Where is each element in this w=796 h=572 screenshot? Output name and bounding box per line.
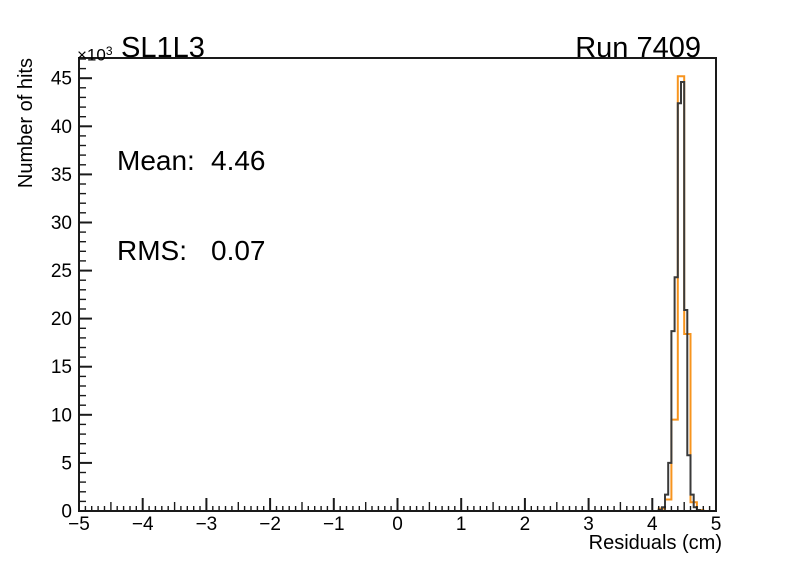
stats-mean-row: Mean: 4.46	[117, 146, 266, 176]
stats-box: Mean: 4.46 RMS: 0.07	[117, 86, 266, 326]
y-tick-label: 15	[51, 357, 72, 378]
y-axis-exponent: ×103	[77, 43, 113, 66]
plot-title: SL1L3	[121, 32, 205, 64]
y-tick-label: 0	[61, 502, 72, 523]
y-tick-label: 45	[51, 69, 72, 90]
x-axis-tick-labels: −5 −4 −3 −2 −1 0 1 2 3 4 5	[68, 514, 721, 535]
stats-rms-value: 0.07	[211, 235, 266, 266]
stats-rms-row: RMS: 0.07	[117, 236, 266, 266]
run-label: Run 7409	[575, 32, 701, 64]
stats-mean-value: 4.46	[211, 145, 266, 176]
x-tick-label: 0	[392, 514, 403, 535]
y-tick-label: 20	[51, 309, 72, 330]
plot-frame	[78, 57, 717, 512]
y-axis-ticks	[79, 58, 92, 512]
x-tick-label: 4	[647, 514, 658, 535]
stats-mean-label: Mean:	[117, 145, 195, 176]
x-tick-label: 2	[520, 514, 531, 535]
x-axis-ticks	[78, 498, 717, 511]
stats-rms-label: RMS:	[117, 235, 187, 266]
x-tick-label: −4	[132, 514, 154, 535]
y-tick-label: 40	[51, 117, 72, 138]
x-axis-title: Residuals (cm)	[588, 532, 722, 554]
y-tick-label: 25	[51, 261, 72, 282]
y-axis-exponent-power: 3	[105, 44, 113, 58]
y-tick-label: 5	[61, 453, 72, 474]
y-tick-label: 10	[51, 405, 72, 426]
x-tick-label: 5	[711, 514, 722, 535]
x-tick-label: −1	[323, 514, 345, 535]
x-tick-label: −2	[259, 514, 281, 535]
x-tick-label: −3	[196, 514, 218, 535]
x-tick-label: 1	[456, 514, 467, 535]
y-axis-title: Number of hits	[15, 58, 37, 189]
x-tick-label: −5	[68, 514, 90, 535]
y-axis-exponent-base: ×10	[77, 45, 106, 65]
x-tick-label: 3	[583, 514, 594, 535]
y-tick-label: 35	[51, 165, 72, 186]
y-tick-label: 30	[51, 213, 72, 234]
y-axis-tick-labels: 0 5 10 15 20 25 30 35 40 45	[51, 69, 72, 523]
